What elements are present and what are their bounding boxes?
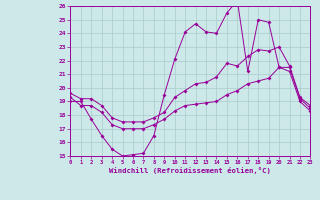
X-axis label: Windchill (Refroidissement éolien,°C): Windchill (Refroidissement éolien,°C) — [109, 167, 271, 174]
